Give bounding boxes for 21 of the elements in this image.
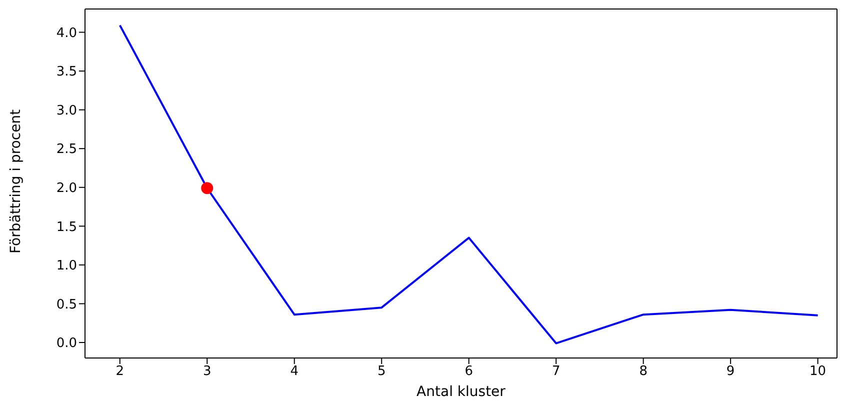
x-tick-label: 9 <box>726 364 735 380</box>
x-tick-label: 6 <box>464 364 473 380</box>
y-axis-title: Förbättring i procent <box>8 108 24 254</box>
x-tick-label: 8 <box>639 364 648 380</box>
x-tick-label: 10 <box>810 364 826 380</box>
x-axis-title: Antal kluster <box>416 384 506 400</box>
y-tick-label: 2.0 <box>56 180 77 196</box>
y-tick-label: 3.0 <box>56 103 77 118</box>
x-tick-label: 3 <box>202 364 212 380</box>
x-tick-label: 2 <box>116 364 124 380</box>
x-tick-label: 7 <box>552 364 560 380</box>
y-tick-label: 3.5 <box>56 64 77 80</box>
y-tick-label: 0.0 <box>56 336 77 352</box>
y-tick-label: 0.5 <box>56 297 77 312</box>
line-series <box>118 24 819 344</box>
y-tick-label: 1.0 <box>56 258 77 274</box>
x-tick-label: 4 <box>290 364 299 380</box>
y-tick-label: 2.5 <box>56 142 77 158</box>
y-tick-label: 1.5 <box>56 220 77 235</box>
x-tick-label: 5 <box>377 364 386 380</box>
y-tick-label: 4.0 <box>56 26 77 41</box>
